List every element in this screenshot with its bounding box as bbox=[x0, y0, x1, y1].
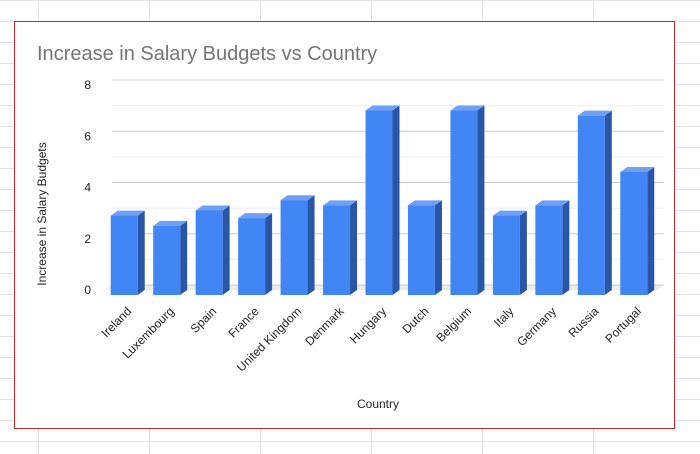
bar bbox=[535, 200, 570, 295]
x-tick-label: Italy bbox=[491, 304, 516, 329]
bar-top bbox=[195, 205, 230, 211]
x-axis-label: Country bbox=[357, 397, 399, 411]
bar-front bbox=[110, 215, 138, 295]
y-axis-label: Increase in Salary Budgets bbox=[35, 142, 49, 285]
bar-top bbox=[365, 105, 400, 111]
y-axis-ticks: 0 2 4 6 8 bbox=[84, 78, 91, 297]
bar-top bbox=[110, 210, 145, 216]
x-tick-label: Belgium bbox=[433, 304, 474, 345]
bar-top bbox=[620, 167, 655, 172]
bar-top bbox=[450, 105, 485, 111]
bar bbox=[492, 210, 527, 295]
bar-front bbox=[492, 215, 520, 295]
bar bbox=[450, 105, 485, 295]
bar-side bbox=[392, 105, 400, 295]
bar-front bbox=[407, 205, 435, 295]
bar-side bbox=[265, 213, 273, 295]
bar-chart: Increase in Salary Budgets vs Country 0 2… bbox=[35, 43, 664, 411]
bar-front bbox=[153, 225, 181, 295]
bar-front bbox=[577, 115, 605, 295]
bar-top bbox=[535, 200, 570, 206]
bar-front bbox=[535, 205, 563, 295]
bar bbox=[407, 200, 442, 295]
x-tick-label: Germany bbox=[514, 304, 559, 349]
bar bbox=[153, 220, 188, 295]
bar-front bbox=[323, 205, 351, 295]
bar-front bbox=[280, 200, 308, 295]
y-tick-label: 2 bbox=[84, 232, 91, 246]
bar-front bbox=[238, 218, 266, 295]
bar bbox=[365, 105, 400, 295]
bar-top bbox=[238, 213, 273, 219]
bar bbox=[195, 205, 230, 295]
bar-side bbox=[562, 200, 570, 295]
bar bbox=[620, 167, 655, 295]
bar bbox=[323, 200, 358, 295]
x-tick-label: Denmark bbox=[302, 304, 347, 349]
x-tick-label: Hungary bbox=[347, 304, 389, 346]
bar-side bbox=[180, 220, 188, 295]
bar-side bbox=[477, 105, 485, 295]
chart-title: Increase in Salary Budgets vs Country bbox=[37, 43, 377, 65]
bar-top bbox=[407, 200, 442, 206]
bar-side bbox=[647, 167, 655, 295]
bar-side bbox=[222, 205, 230, 295]
bar-top bbox=[280, 195, 315, 201]
bar-front bbox=[450, 110, 478, 295]
x-tick-label: Spain bbox=[188, 304, 220, 336]
bar bbox=[110, 210, 145, 295]
bar-top bbox=[492, 210, 527, 216]
bar-top bbox=[153, 220, 188, 226]
bar bbox=[577, 110, 612, 295]
y-tick-label: 4 bbox=[84, 181, 91, 195]
x-tick-label: Portugal bbox=[602, 304, 644, 346]
y-tick-label: 0 bbox=[84, 283, 91, 297]
bar-front bbox=[195, 210, 223, 295]
x-tick-label: Dutch bbox=[400, 304, 432, 336]
x-tick-label: Russia bbox=[566, 304, 602, 340]
bar-top bbox=[577, 110, 612, 116]
bar-front bbox=[365, 110, 393, 295]
bar bbox=[280, 195, 315, 295]
x-tick-label: Ireland bbox=[98, 304, 134, 340]
x-tick-label: France bbox=[225, 304, 262, 341]
bar-front bbox=[620, 172, 648, 295]
chart-bars bbox=[110, 105, 655, 295]
y-tick-label: 8 bbox=[84, 78, 91, 92]
bar-side bbox=[519, 210, 527, 295]
bar-side bbox=[307, 195, 315, 295]
bar-side bbox=[137, 210, 145, 295]
bar bbox=[238, 213, 273, 295]
bar-side bbox=[350, 200, 358, 295]
chart-frame: Increase in Salary Budgets vs Country 0 2… bbox=[14, 21, 675, 429]
y-tick-label: 6 bbox=[84, 129, 91, 143]
bar-side bbox=[434, 200, 442, 295]
bar-side bbox=[604, 110, 612, 295]
bar-top bbox=[323, 200, 358, 206]
